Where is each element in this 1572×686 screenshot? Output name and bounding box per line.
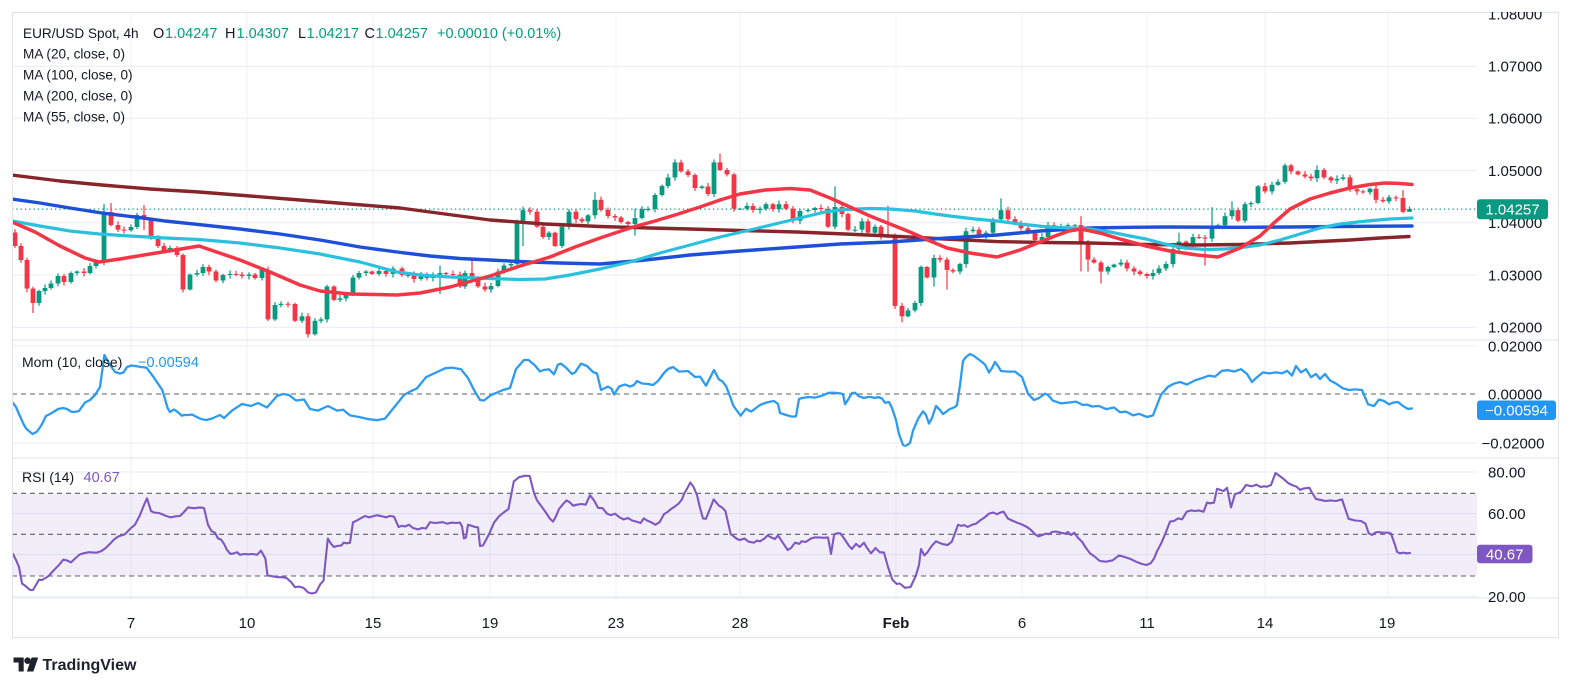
svg-text:Feb: Feb [883,615,910,632]
svg-text:1.07000: 1.07000 [1488,59,1542,76]
svg-text:40.67: 40.67 [84,470,120,486]
svg-text:80.00: 80.00 [1488,464,1526,481]
svg-text:O: O [153,26,164,42]
svg-text:1.02000: 1.02000 [1488,320,1542,337]
svg-text:MA (55, close, 0): MA (55, close, 0) [23,110,125,125]
svg-text:10: 10 [239,615,256,632]
svg-text:C: C [365,26,375,42]
svg-text:1.04307: 1.04307 [237,26,289,42]
svg-text:1.05000: 1.05000 [1488,163,1542,180]
svg-text:MA (100, close, 0): MA (100, close, 0) [23,68,133,83]
svg-text:RSI (14): RSI (14) [22,469,74,485]
svg-text:1.03000: 1.03000 [1488,267,1542,284]
svg-text:L: L [298,26,306,42]
svg-text:60.00: 60.00 [1488,506,1526,523]
svg-text:1.04000: 1.04000 [1488,215,1542,232]
svg-text:0.02000: 0.02000 [1488,338,1542,355]
svg-text:+0.00010 (+0.01%): +0.00010 (+0.01%) [437,26,561,42]
svg-text:MA (20, close, 0): MA (20, close, 0) [23,47,125,62]
svg-text:23: 23 [608,615,625,632]
svg-text:40.67: 40.67 [1486,546,1524,563]
svg-text:1.06000: 1.06000 [1488,111,1542,128]
svg-text:7: 7 [127,615,135,632]
svg-text:6: 6 [1018,615,1026,632]
svg-text:20.00: 20.00 [1488,589,1526,606]
svg-text:19: 19 [1379,615,1396,632]
svg-text:−0.00594: −0.00594 [138,355,199,371]
svg-text:1.04217: 1.04217 [307,26,359,42]
svg-text:15: 15 [365,615,382,632]
svg-text:MA (200, close, 0): MA (200, close, 0) [23,89,133,104]
svg-text:H: H [225,26,235,42]
svg-text:19: 19 [482,615,499,632]
svg-text:−0.00594: −0.00594 [1485,403,1548,420]
svg-text:TradingView: TradingView [43,657,138,674]
svg-text:1.04247: 1.04247 [165,26,217,42]
svg-text:1.04257: 1.04257 [1485,201,1539,218]
svg-text:EUR/USD Spot, 4h: EUR/USD Spot, 4h [23,26,139,41]
svg-text:11: 11 [1139,615,1155,632]
svg-text:Mom (10, close): Mom (10, close) [22,354,122,370]
svg-text:−0.02000: −0.02000 [1482,435,1545,452]
svg-text:14: 14 [1257,615,1274,632]
svg-text:28: 28 [732,615,749,632]
svg-text:1.04257: 1.04257 [376,26,428,42]
svg-text:0.00000: 0.00000 [1488,386,1542,403]
